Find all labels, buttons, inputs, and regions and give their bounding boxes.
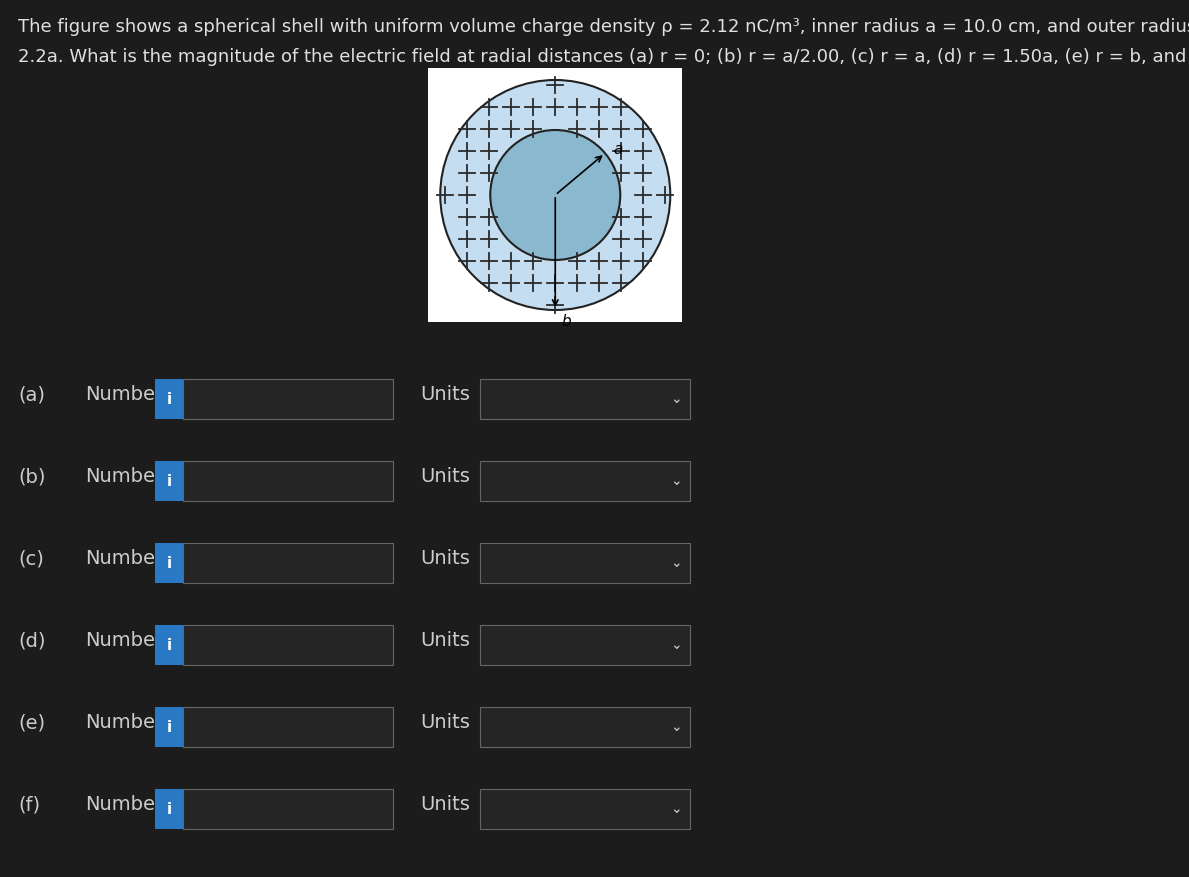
Bar	[183, 625, 394, 665]
Bar	[428, 68, 682, 322]
Text: Number: Number	[84, 386, 163, 404]
Text: i: i	[166, 638, 171, 652]
Circle shape	[490, 130, 621, 260]
Text: i: i	[166, 474, 171, 488]
Text: i: i	[166, 802, 171, 816]
Bar	[155, 707, 183, 747]
Text: Number: Number	[84, 467, 163, 487]
Text: Units: Units	[420, 714, 470, 732]
Text: i: i	[166, 555, 171, 571]
Bar	[155, 543, 183, 583]
Text: ⌄: ⌄	[671, 802, 681, 816]
Text: ⌄: ⌄	[671, 638, 681, 652]
Text: Units: Units	[420, 386, 470, 404]
Bar	[155, 789, 183, 829]
Text: b: b	[561, 314, 571, 329]
Bar	[155, 379, 183, 419]
Text: ⌄: ⌄	[671, 392, 681, 406]
Text: ⌄: ⌄	[671, 556, 681, 570]
Text: (c): (c)	[18, 550, 44, 568]
Bar	[183, 707, 394, 747]
Bar	[480, 707, 690, 747]
Bar	[480, 789, 690, 829]
Text: 2.2a. What is the magnitude of the electric field at radial distances (a) r = 0;: 2.2a. What is the magnitude of the elect…	[18, 48, 1189, 66]
Text: Number: Number	[84, 795, 163, 815]
Bar	[480, 379, 690, 419]
Text: Number: Number	[84, 631, 163, 651]
Text: Number: Number	[84, 714, 163, 732]
Text: i: i	[166, 719, 171, 735]
Bar	[183, 789, 394, 829]
Text: (e): (e)	[18, 714, 45, 732]
Bar	[480, 625, 690, 665]
Bar	[183, 379, 394, 419]
Text: (a): (a)	[18, 386, 45, 404]
Circle shape	[440, 80, 671, 310]
Text: (b): (b)	[18, 467, 45, 487]
Text: (f): (f)	[18, 795, 40, 815]
Text: ⌄: ⌄	[671, 474, 681, 488]
Bar	[155, 625, 183, 665]
Bar	[183, 543, 394, 583]
Text: Units: Units	[420, 631, 470, 651]
Text: ⌄: ⌄	[671, 720, 681, 734]
Text: Units: Units	[420, 550, 470, 568]
Text: Units: Units	[420, 795, 470, 815]
Bar	[480, 543, 690, 583]
Text: Number: Number	[84, 550, 163, 568]
Text: (d): (d)	[18, 631, 45, 651]
Text: a: a	[614, 142, 622, 157]
Bar	[155, 461, 183, 501]
Text: i: i	[166, 391, 171, 407]
Bar	[480, 461, 690, 501]
Text: The figure shows a spherical shell with uniform volume charge density ρ = 2.12 n: The figure shows a spherical shell with …	[18, 18, 1189, 36]
Text: Units: Units	[420, 467, 470, 487]
Bar	[183, 461, 394, 501]
